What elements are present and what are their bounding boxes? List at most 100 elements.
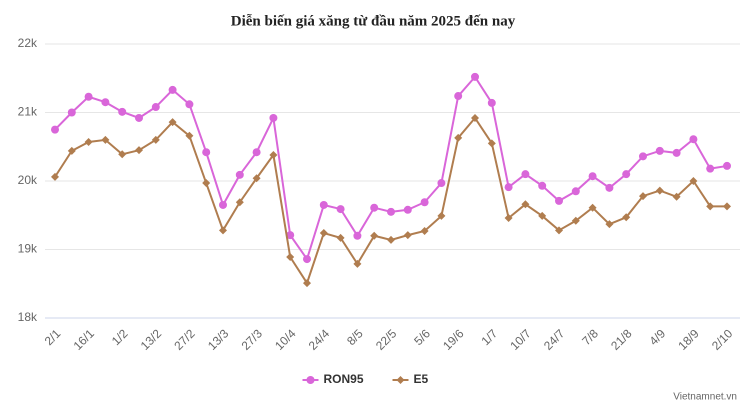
legend: RON95 E5 <box>302 372 429 386</box>
marker <box>185 100 194 109</box>
marker <box>454 133 463 142</box>
marker <box>471 113 479 122</box>
marker <box>706 202 715 211</box>
marker <box>151 135 160 144</box>
marker <box>403 205 412 214</box>
marker <box>396 376 405 384</box>
marker <box>420 227 429 236</box>
marker <box>605 220 614 229</box>
marker <box>135 146 143 155</box>
marker <box>84 137 93 146</box>
marker <box>219 200 227 209</box>
marker <box>622 213 631 222</box>
marker <box>588 203 597 212</box>
x-tick-label: 21/8 <box>608 326 635 353</box>
series <box>51 72 731 264</box>
marker <box>689 177 698 185</box>
x-tick-label: 13/3 <box>205 326 232 353</box>
x-tick-label: 1/2 <box>109 326 131 348</box>
marker <box>588 172 597 181</box>
x-tick-label: 19/6 <box>440 326 467 353</box>
marker <box>538 181 547 190</box>
marker <box>118 107 127 116</box>
marker <box>252 174 261 183</box>
marker <box>185 131 194 140</box>
marker <box>387 207 395 216</box>
marker <box>252 148 261 157</box>
x-tick-label: 1/7 <box>478 326 500 348</box>
marker <box>487 98 496 107</box>
marker <box>235 170 244 179</box>
marker <box>504 183 513 192</box>
x-tick-label: 4/9 <box>646 326 668 348</box>
x-tick-label: 10/4 <box>272 326 299 353</box>
marker <box>605 183 614 192</box>
y-tick-label: 19k <box>18 242 38 256</box>
marker <box>403 231 412 240</box>
marker <box>639 192 647 201</box>
marker <box>370 203 379 212</box>
y-tick-label: 18k <box>18 310 38 324</box>
y-tick-label: 21k <box>18 105 38 119</box>
marker <box>303 279 311 288</box>
marker <box>538 211 547 220</box>
marker <box>353 231 362 240</box>
x-tick-label: 24/7 <box>541 326 568 353</box>
y-tick-label: 22k <box>18 36 38 50</box>
x-tick-label: 22/5 <box>373 326 400 353</box>
x-tick-label: 13/2 <box>138 326 165 353</box>
marker <box>689 135 698 144</box>
marker <box>135 113 143 122</box>
marker <box>286 253 295 262</box>
marker <box>420 198 429 207</box>
marker <box>555 226 563 235</box>
marker <box>168 118 177 127</box>
marker <box>555 196 563 205</box>
marker <box>571 216 580 225</box>
marker <box>353 259 362 268</box>
marker <box>437 211 446 220</box>
marker <box>487 139 496 148</box>
marker <box>306 376 315 384</box>
x-tick-label: 2/10 <box>709 326 736 353</box>
marker <box>672 192 681 201</box>
marker <box>571 187 580 196</box>
marker <box>336 205 345 214</box>
x-tick-label: 5/6 <box>411 326 433 348</box>
marker <box>370 231 379 240</box>
marker <box>672 148 681 157</box>
x-tick-label: 27/2 <box>171 326 198 353</box>
marker <box>336 233 345 242</box>
marker <box>219 226 227 235</box>
marker <box>639 152 647 161</box>
marker <box>202 148 211 157</box>
marker <box>67 108 76 117</box>
legend-label: RON95 <box>324 372 364 386</box>
marker <box>387 235 395 244</box>
legend-label: E5 <box>414 372 429 386</box>
marker <box>303 255 311 264</box>
marker <box>471 72 479 81</box>
chart-title: Diễn biến giá xăng từ đầu năm 2025 đến n… <box>231 13 516 29</box>
x-tick-label: 8/5 <box>344 326 366 348</box>
marker <box>101 135 110 144</box>
x-tick-label: 7/8 <box>579 326 601 348</box>
marker <box>319 200 328 209</box>
marker <box>655 186 664 195</box>
marker <box>454 92 463 101</box>
marker <box>235 198 244 207</box>
marker <box>168 85 177 94</box>
y-tick-label: 20k <box>18 173 38 187</box>
marker <box>269 150 278 159</box>
x-tick-label: 2/1 <box>42 326 64 348</box>
marker <box>286 231 295 240</box>
marker <box>504 213 513 222</box>
marker <box>319 229 328 238</box>
marker <box>84 92 93 101</box>
marker <box>67 146 76 155</box>
marker <box>101 98 110 107</box>
marker <box>723 202 731 211</box>
marker <box>151 103 160 112</box>
marker <box>655 146 664 155</box>
marker <box>521 170 530 179</box>
